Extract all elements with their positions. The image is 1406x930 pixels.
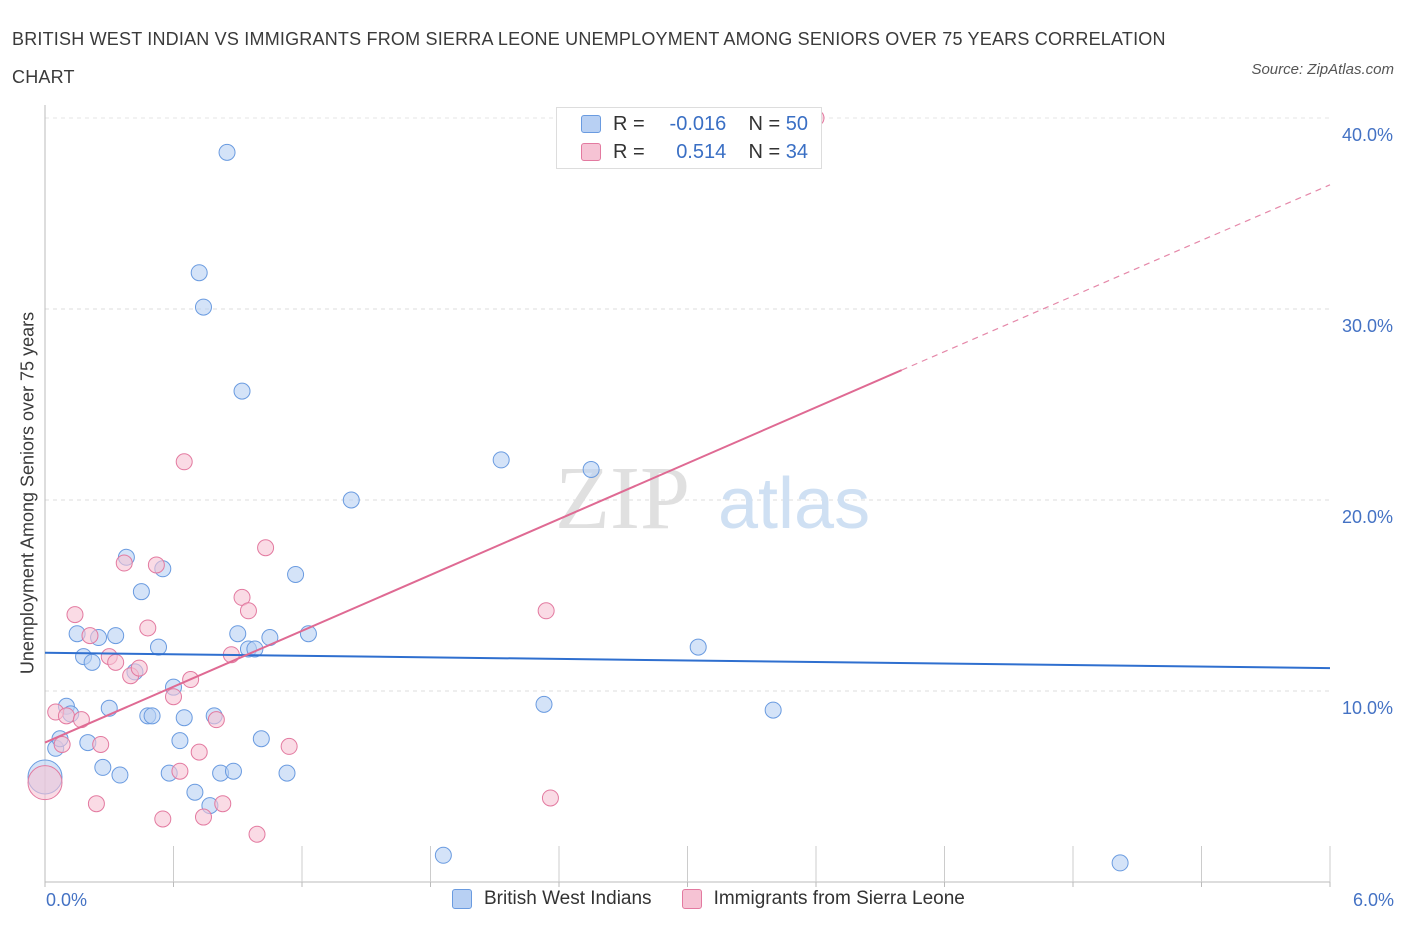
point-sierra-leone (139, 619, 157, 637)
point-british-west-indians (689, 638, 707, 656)
point-british-west-indians (535, 695, 553, 713)
point-british-west-indians (190, 264, 208, 282)
point-british-west-indians (764, 701, 782, 719)
point-british-west-indians (186, 783, 204, 801)
y-tick-label: 10.0% (1342, 698, 1393, 718)
point-sierra-leone (194, 808, 212, 826)
y-tick-label: 30.0% (1342, 316, 1393, 336)
point-sierra-leone (27, 765, 63, 801)
legend-r-value: 0.514 (676, 140, 727, 163)
point-british-west-indians (233, 382, 251, 400)
legend-swatch-blue (581, 115, 601, 133)
legend-item-sierra-leone: Immigrants from Sierra Leone (681, 888, 965, 910)
legend-row-british-west-indians: R = -0.016 N = 50 (581, 111, 808, 137)
legend-swatch-pink (681, 889, 702, 909)
point-sierra-leone (130, 659, 148, 677)
legend-n-value: 50 (785, 112, 808, 135)
point-british-west-indians (175, 709, 193, 727)
point-sierra-leone (115, 554, 133, 572)
y-tick-label: 40.0% (1342, 125, 1393, 145)
x-tick-label-min: 0.0% (46, 890, 88, 910)
x-tick-label-max: 6.0% (1352, 890, 1394, 910)
point-sierra-leone (280, 737, 298, 755)
trend-line-sierra-leone-extension (901, 184, 1331, 371)
trend-line-sierra-leone (44, 369, 903, 744)
point-british-west-indians (287, 565, 305, 583)
correlation-legend: R = -0.016 N = 50 R = 0.514 N = 34 (556, 107, 822, 169)
point-sierra-leone (165, 688, 182, 706)
point-sierra-leone (214, 795, 232, 813)
point-british-west-indians (1111, 854, 1129, 872)
point-british-west-indians (132, 583, 150, 601)
point-sierra-leone (154, 810, 172, 828)
point-sierra-leone (171, 762, 189, 780)
point-british-west-indians (150, 638, 168, 656)
point-british-west-indians (143, 707, 161, 725)
source-credit: Source: ZipAtlas.com (1251, 61, 1394, 78)
series-legend: British West Indians Immigrants from Sie… (452, 888, 995, 910)
legend-r-label: R = (613, 140, 645, 163)
point-sierra-leone (66, 606, 84, 624)
point-british-west-indians (434, 846, 452, 864)
legend-item-label: Immigrants from Sierra Leone (713, 888, 965, 909)
point-british-west-indians (492, 451, 510, 469)
legend-item-british-west-indians: British West Indians (452, 888, 652, 910)
point-sierra-leone (190, 743, 208, 761)
legend-swatch-pink (581, 143, 601, 161)
legend-n-value: 34 (785, 140, 808, 163)
point-british-west-indians (582, 460, 600, 478)
watermark-atlas: atlas (718, 464, 870, 544)
watermark: ZIP atlas (555, 449, 870, 548)
trend-line-british-west-indians (44, 651, 1331, 670)
point-sierra-leone (53, 735, 71, 753)
point-british-west-indians (278, 764, 296, 782)
gridlines (45, 117, 1330, 692)
point-british-west-indians (94, 758, 112, 776)
point-sierra-leone (87, 795, 105, 813)
point-sierra-leone (248, 825, 266, 843)
y-tick-labels: 10.0% 20.0% 30.0% 40.0% (1342, 125, 1393, 718)
point-sierra-leone (257, 539, 275, 557)
point-sierra-leone (207, 711, 225, 729)
point-british-west-indians (218, 143, 236, 161)
point-british-west-indians (194, 298, 212, 316)
legend-r-label: R = (613, 112, 645, 135)
chart-title: BRITISH WEST INDIAN VS IMMIGRANTS FROM S… (12, 29, 1166, 87)
y-tick-label: 20.0% (1342, 507, 1393, 527)
legend-n-label: N = (748, 112, 781, 135)
point-british-west-indians (252, 730, 270, 748)
point-british-west-indians (342, 491, 360, 509)
point-sierra-leone (537, 602, 555, 620)
point-sierra-leone (541, 789, 559, 807)
point-sierra-leone (57, 707, 75, 725)
point-british-west-indians (107, 627, 125, 645)
trend-lines (44, 184, 1331, 744)
point-british-west-indians (171, 732, 189, 750)
point-sierra-leone (107, 653, 125, 671)
legend-item-label: British West Indians (484, 888, 652, 909)
point-british-west-indians (224, 762, 242, 780)
point-sierra-leone (239, 602, 257, 620)
point-british-west-indians (83, 653, 101, 671)
point-sierra-leone (92, 735, 110, 753)
point-sierra-leone (175, 453, 193, 471)
watermark-zip: ZIP (555, 449, 690, 548)
point-british-west-indians (229, 625, 247, 643)
axes (44, 105, 1331, 887)
legend-r-value: -0.016 (669, 112, 727, 135)
legend-n-label: N = (748, 140, 781, 163)
legend-swatch-blue (452, 889, 472, 909)
legend-row-sierra-leone: R = 0.514 N = 34 (581, 139, 808, 165)
point-british-west-indians (111, 766, 129, 784)
point-sierra-leone (81, 627, 99, 645)
point-sierra-leone (147, 556, 165, 574)
